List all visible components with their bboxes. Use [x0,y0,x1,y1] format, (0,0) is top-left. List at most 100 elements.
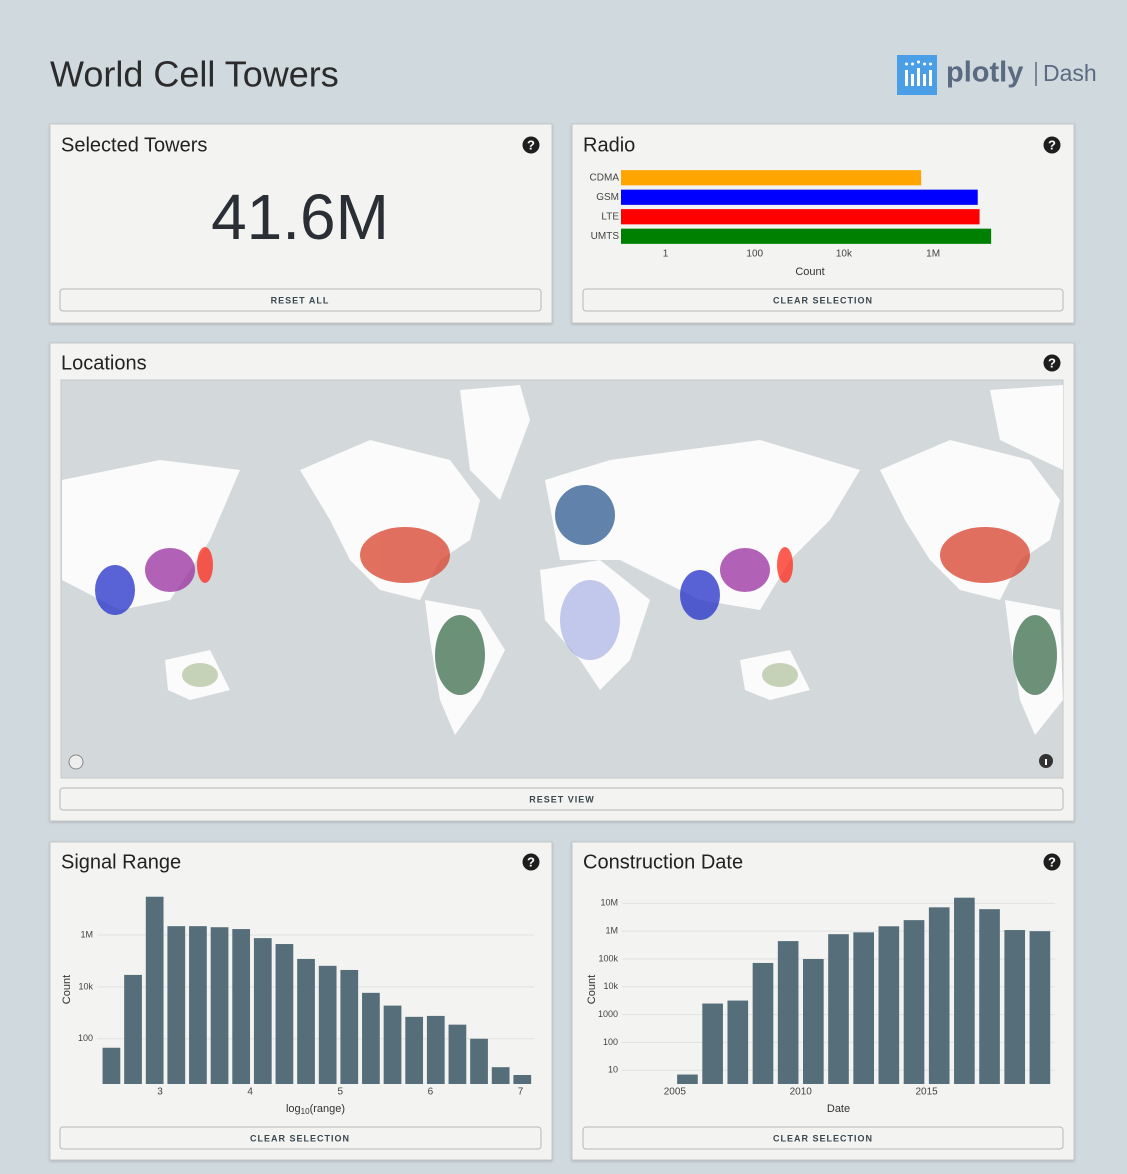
x-tick-label: 2010 [790,1087,813,1098]
x-tick-label: 7 [518,1087,524,1098]
histogram-bar [513,1075,532,1084]
map[interactable] [60,379,1064,779]
bar [621,170,922,186]
histogram-bar [491,1067,510,1084]
map-attribution-icon[interactable] [68,754,84,770]
button[interactable]: CLEAR SELECTION [582,1126,1064,1150]
y-tick-label: 1M [605,926,618,936]
histogram-bar [124,974,142,1084]
histogram-bar [189,926,207,1084]
histogram-bar [426,1015,445,1084]
axis-label-part: (range) [310,1103,345,1115]
page-title: World Cell Towers [50,54,339,95]
button-label: RESET ALL [271,295,330,305]
histogram-bar [297,958,315,1084]
histogram-bar [727,1000,749,1084]
histogram-bar [318,965,337,1084]
y-tick-label: 10M [600,898,618,908]
logo-product: Dash [1043,60,1097,86]
button-label: CLEAR SELECTION [773,295,873,305]
y-tick-label: 10k [603,981,618,991]
x-tick-label: 5 [337,1087,343,1098]
button-label: CLEAR SELECTION [773,1133,873,1143]
help-icon[interactable]: ? [522,136,540,154]
histogram-bar [102,1047,121,1084]
help-icon-text: ? [1048,137,1056,152]
histogram-bar [928,907,950,1084]
x-tick-label: 1M [926,249,940,260]
histogram-bar [979,909,1000,1084]
bar [621,189,978,205]
bar [621,228,992,244]
help-icon[interactable]: ? [1043,136,1061,154]
x-tick-label: 1 [663,249,669,260]
histogram-bar [752,962,774,1084]
help-icon-text: ? [527,854,535,869]
x-tick-label: 2015 [915,1087,938,1098]
card-title: Locations [61,352,147,374]
axis-label-sub: 10 [301,1107,310,1116]
y-tick-label: LTE [601,211,619,222]
help-icon[interactable]: ? [1043,853,1061,871]
logo: plotly Dash [897,55,1097,95]
bar [621,209,980,225]
button-label: CLEAR SELECTION [250,1133,350,1143]
axis-label: log10(range) [286,1103,345,1116]
axis-label-part: log [286,1103,301,1115]
map-info-glyph [1045,759,1047,765]
help-icon[interactable]: ? [1043,354,1061,372]
histogram-bar [803,958,824,1084]
histogram-bar [954,897,975,1084]
histogram-bar [275,944,294,1084]
y-tick-label: 100k [598,953,618,963]
y-tick-label: GSM [596,192,619,203]
histogram-bar [828,934,849,1084]
button-label: RESET VIEW [529,794,595,804]
x-tick-label: 6 [428,1087,434,1098]
histogram-bar [167,926,186,1084]
histogram-bar [405,1016,424,1084]
button[interactable]: CLEAR SELECTION [582,288,1064,312]
button[interactable]: RESET ALL [59,288,542,312]
x-tick-label: 2005 [664,1087,687,1098]
x-tick-label: 10k [836,249,853,260]
y-tick-label: 100 [603,1037,618,1047]
axis-label: Count [586,975,598,1004]
y-tick-label: 1000 [598,1009,618,1019]
card-title: Construction Date [583,851,743,873]
histogram-bar [702,1003,723,1084]
button[interactable]: CLEAR SELECTION [59,1126,542,1150]
card-title: Radio [583,134,635,156]
logo-bars [905,60,932,86]
y-tick-label: UMTS [591,231,620,242]
histogram-bar [777,941,799,1084]
card-title: Signal Range [61,851,181,873]
histogram-bar [903,920,925,1084]
histogram-bar [1004,930,1026,1084]
help-icon-text: ? [527,137,535,152]
help-icon-text: ? [1048,854,1056,869]
histogram-bar [470,1038,488,1084]
histogram-bar [853,932,874,1084]
histogram-bar [448,1024,467,1084]
histogram-bar [878,926,900,1084]
histogram-bar [383,1005,402,1084]
selected-count: 41.6M [211,181,389,253]
logo-text: plotly [946,57,1023,89]
axis-label: Date [827,1103,850,1115]
tower-density [95,485,1057,695]
axis-label: Count [61,975,73,1004]
y-tick-label: 10k [78,981,93,991]
histogram-bar [210,927,229,1084]
card-title: Selected Towers [61,134,207,156]
help-icon[interactable]: ? [522,853,540,871]
x-tick-label: 4 [247,1087,253,1098]
histogram-bar [1029,931,1051,1084]
histogram-bar [362,992,380,1084]
button[interactable]: RESET VIEW [59,787,1064,811]
x-tick-label: 3 [157,1087,163,1098]
histogram-bar [232,929,251,1084]
histogram-bar [253,938,272,1084]
